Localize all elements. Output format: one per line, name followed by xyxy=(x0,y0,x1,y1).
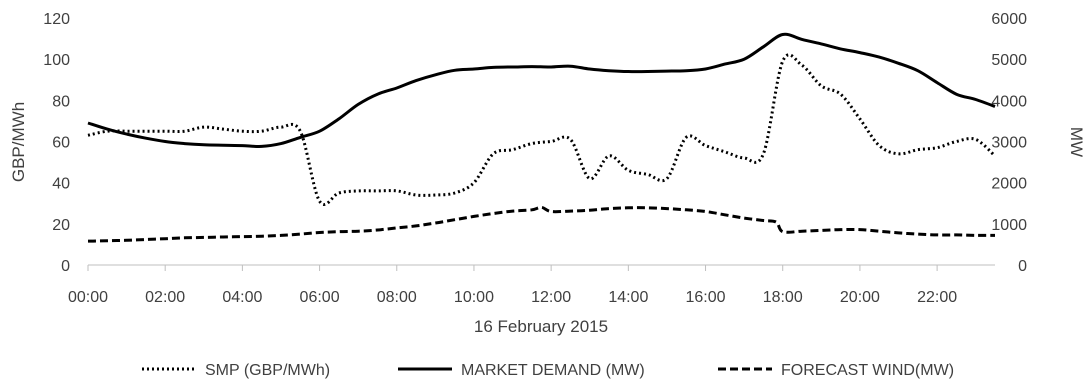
y-axis-right-label: MW xyxy=(1067,127,1086,157)
x-tick-label: 06:00 xyxy=(300,289,340,306)
x-tick-label: 08:00 xyxy=(377,289,417,306)
x-tick-label: 18:00 xyxy=(763,289,803,306)
series-layer xyxy=(87,32,997,243)
right-axis-ticks: 0 1000 2000 3000 4000 5000 6000 xyxy=(991,11,1027,275)
y-right-tick-label: 0 xyxy=(1018,258,1027,275)
y-right-tick-label: 2000 xyxy=(991,176,1027,193)
legend-label-market-demand: MARKET DEMAND (MW) xyxy=(461,362,645,379)
x-tick-label: 22:00 xyxy=(917,289,957,306)
y-left-tick-label: 60 xyxy=(52,135,70,152)
legend-label-smp: SMP (GBP/MWh) xyxy=(205,362,330,379)
x-tick-label: 20:00 xyxy=(840,289,880,306)
y-right-tick-label: 3000 xyxy=(991,135,1027,152)
legend-item-forecast-wind: FORECAST WIND(MW) xyxy=(718,362,954,379)
x-tick-label: 00:00 xyxy=(68,289,108,306)
legend-label-forecast-wind: FORECAST WIND(MW) xyxy=(781,362,954,379)
x-tick-label: 02:00 xyxy=(145,289,185,306)
y-left-tick-label: 0 xyxy=(61,258,70,275)
y-left-tick-label: 120 xyxy=(43,11,70,28)
x-tick-label: 12:00 xyxy=(531,289,571,306)
y-left-tick-label: 40 xyxy=(52,176,70,193)
y-left-tick-label: 80 xyxy=(52,93,70,110)
legend-item-market-demand: MARKET DEMAND (MW) xyxy=(398,362,645,379)
x-tick-label: 10:00 xyxy=(454,289,494,306)
legend-item-smp: SMP (GBP/MWh) xyxy=(142,362,330,379)
x-axis-label: 16 February 2015 xyxy=(474,317,608,336)
y-right-tick-label: 6000 xyxy=(991,11,1027,28)
legend: SMP (GBP/MWh) MARKET DEMAND (MW) FORECAS… xyxy=(142,362,954,379)
y-right-tick-label: 5000 xyxy=(991,52,1027,69)
y-left-tick-label: 20 xyxy=(52,217,70,234)
series-line-forecast-wind-mw xyxy=(87,205,995,243)
left-axis-ticks: 0 20 40 60 80 100 120 xyxy=(43,11,70,275)
y-axis-left-label: GBP/MWh xyxy=(9,102,28,182)
y-right-tick-label: 4000 xyxy=(991,93,1027,110)
y-right-tick-label: 1000 xyxy=(991,217,1027,234)
x-tick-label: 16:00 xyxy=(686,289,726,306)
series-line-market-demand-mw xyxy=(87,32,996,148)
x-tick-label: 14:00 xyxy=(608,289,648,306)
x-axis-ticks: 00:00 02:00 04:00 06:00 08:00 10:00 12:00 14:00… xyxy=(68,265,957,306)
y-left-tick-label: 100 xyxy=(43,52,70,69)
x-tick-label: 04:00 xyxy=(222,289,262,306)
series-line-smp-gbp-mwh xyxy=(87,53,997,206)
